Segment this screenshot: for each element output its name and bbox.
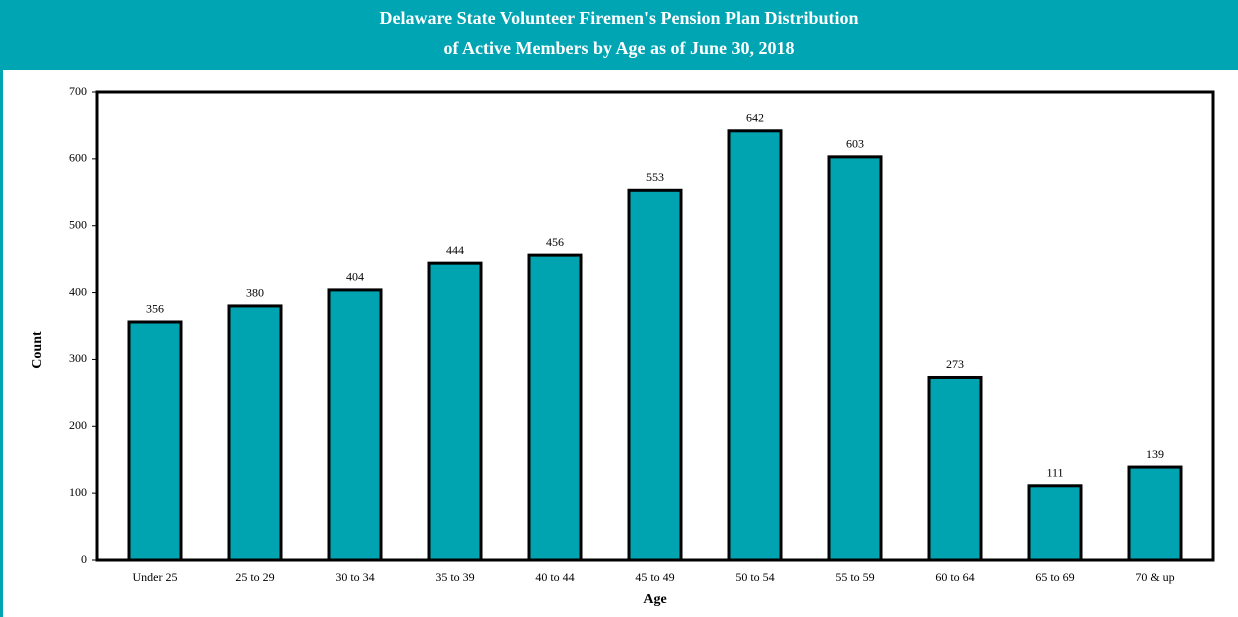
y-tick-label: 700 [69, 84, 87, 98]
bar [427, 261, 483, 562]
x-axis-title: Age [643, 592, 666, 607]
bar [627, 188, 683, 562]
x-tick-label: 70 & up [1135, 570, 1174, 584]
x-tick-label: Under 25 [133, 570, 178, 584]
bar [227, 304, 283, 562]
x-tick-label: 50 to 54 [735, 570, 774, 584]
y-tick-label: 100 [69, 485, 87, 499]
data-label: 380 [246, 286, 264, 300]
chart-title: Delaware State Volunteer Firemen's Pensi… [380, 8, 859, 28]
data-label: 642 [746, 111, 764, 125]
bar [527, 253, 583, 562]
y-tick-label: 400 [69, 284, 87, 298]
data-label: 404 [346, 270, 364, 284]
x-tick-label: 60 to 64 [935, 570, 974, 584]
left-border [0, 70, 3, 617]
bar [827, 155, 883, 562]
bar [327, 288, 383, 562]
y-tick-label: 300 [69, 351, 87, 365]
bar [727, 129, 783, 562]
header-band [0, 0, 1238, 70]
data-label: 273 [946, 357, 964, 371]
data-label: 356 [146, 302, 164, 316]
x-tick-label: 25 to 29 [235, 570, 274, 584]
y-tick-label: 200 [69, 418, 87, 432]
x-tick-label: 55 to 59 [835, 570, 874, 584]
y-tick-label: 0 [81, 552, 87, 566]
plot-frame [95, 90, 1215, 562]
x-tick-label: 65 to 69 [1035, 570, 1074, 584]
y-axis-title: Count [30, 331, 45, 369]
data-label: 111 [1046, 466, 1063, 480]
x-tick-label: 35 to 39 [435, 570, 474, 584]
y-tick-label: 600 [69, 151, 87, 165]
data-label: 603 [846, 137, 864, 151]
data-label: 456 [546, 235, 564, 249]
data-label: 139 [1146, 447, 1164, 461]
data-label: 553 [646, 170, 664, 184]
bar [1027, 484, 1083, 562]
bar [927, 375, 983, 562]
x-tick-label: 30 to 34 [335, 570, 374, 584]
data-label: 444 [446, 243, 464, 257]
y-tick-label: 500 [69, 217, 87, 231]
bar [1127, 465, 1183, 562]
chart-title: of Active Members by Age as of June 30, … [444, 38, 795, 58]
bar [127, 320, 183, 562]
x-tick-label: 40 to 44 [535, 570, 574, 584]
x-tick-label: 45 to 49 [635, 570, 674, 584]
